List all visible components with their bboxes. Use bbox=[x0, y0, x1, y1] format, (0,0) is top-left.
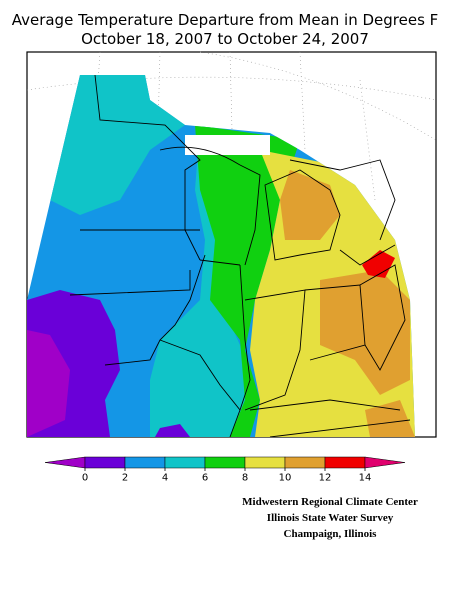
tick-label: 2 bbox=[122, 472, 128, 483]
graticule bbox=[26, 51, 437, 201]
tick-label: 4 bbox=[162, 472, 168, 483]
tick-label: 12 bbox=[319, 472, 332, 483]
title-line: October 18, 2007 to October 24, 2007 bbox=[81, 30, 369, 48]
color-bar-low-end bbox=[44, 456, 86, 469]
tick-label: 6 bbox=[202, 472, 208, 483]
tick-label: 14 bbox=[359, 472, 372, 483]
tick-label: 10 bbox=[279, 472, 292, 483]
temperature-field bbox=[27, 75, 415, 437]
title-line: Average Temperature Departure from Mean … bbox=[12, 11, 439, 29]
color-bar-high-end bbox=[364, 456, 406, 469]
color-bar: 0 2 4 6 8 10 12 14 bbox=[44, 456, 406, 483]
color-bar-segment bbox=[84, 456, 126, 469]
tick-label: 0 bbox=[82, 472, 88, 483]
tick-label: 8 bbox=[242, 472, 248, 483]
color-bar-segment bbox=[124, 456, 166, 469]
state-boundaries bbox=[69, 74, 411, 438]
credit-line: Illinois State Water Survey bbox=[267, 512, 394, 524]
color-bar-segment bbox=[164, 456, 206, 469]
color-bar-segment bbox=[204, 456, 246, 469]
color-bar-segment bbox=[324, 456, 366, 469]
map bbox=[26, 51, 437, 438]
color-bar-segment bbox=[284, 456, 326, 469]
credit-line: Champaign, Illinois bbox=[284, 528, 378, 540]
color-bar-segment bbox=[244, 456, 286, 469]
credit-line: Midwestern Regional Climate Center bbox=[242, 496, 418, 508]
no-data-area bbox=[185, 135, 270, 155]
